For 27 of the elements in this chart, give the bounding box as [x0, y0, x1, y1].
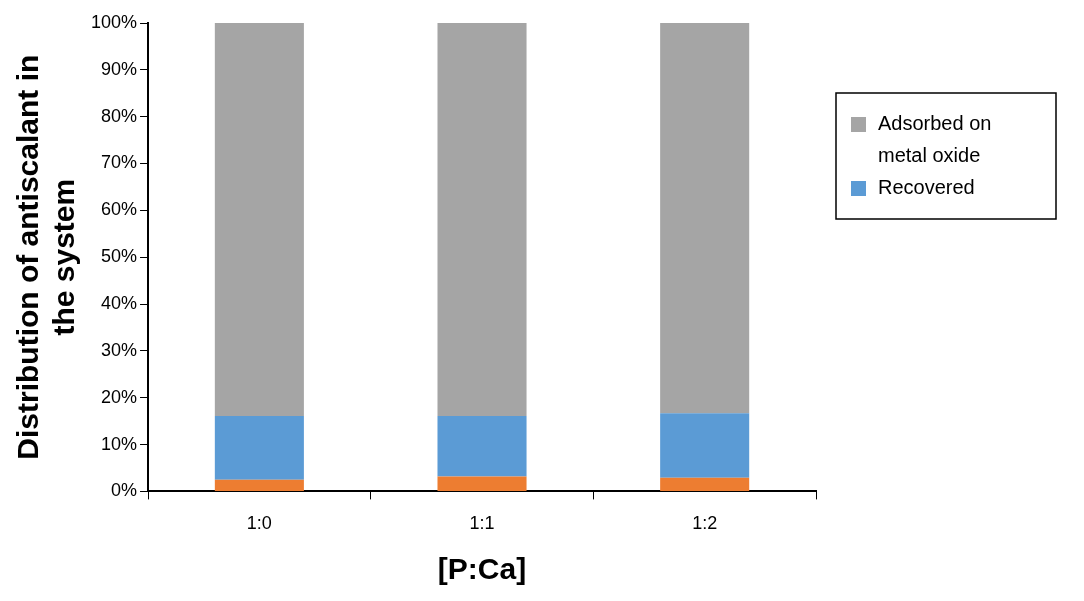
bar	[660, 23, 750, 414]
bar	[660, 477, 750, 491]
y-tick-label: 90%	[101, 58, 138, 79]
y-tick-label: 40%	[101, 293, 138, 314]
y-tick-label: 80%	[101, 105, 138, 126]
bar	[214, 23, 304, 416]
bar	[214, 479, 304, 491]
y-tick-label: 10%	[101, 433, 138, 454]
y-tick-label: 0%	[111, 480, 138, 501]
y-tick-label: 100%	[90, 11, 138, 32]
bar	[214, 415, 304, 480]
bar	[437, 476, 527, 491]
bar	[660, 413, 750, 478]
y-tick-label: 30%	[101, 339, 138, 360]
y-tick-label: 60%	[101, 199, 138, 220]
x-tick-label: 1:2	[692, 513, 718, 534]
legend-label: Adsorbed on metal oxide	[878, 111, 992, 166]
bar	[437, 415, 527, 477]
x-axis-title: [P:Ca]	[437, 552, 527, 586]
y-tick-label: 70%	[101, 152, 138, 173]
y-tick-label: 20%	[101, 386, 138, 407]
legend-label: Recovered	[878, 175, 975, 198]
x-tick-label: 1:0	[246, 513, 272, 534]
y-tick-label: 50%	[101, 246, 138, 267]
x-tick-label: 1:1	[469, 513, 495, 534]
y-axis-title: Distribution of antiscalant in the system	[11, 54, 81, 460]
bar	[437, 23, 527, 416]
